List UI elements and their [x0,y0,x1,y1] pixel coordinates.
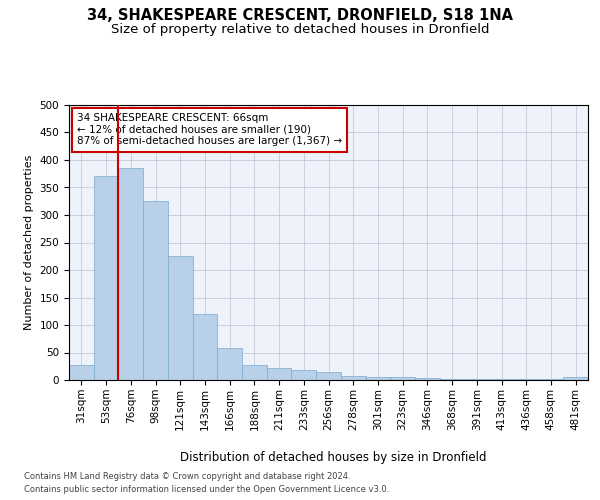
Bar [267,368,292,380]
Text: 34, SHAKESPEARE CRESCENT, DRONFIELD, S18 1NA: 34, SHAKESPEARE CRESCENT, DRONFIELD, S18… [87,8,513,22]
Bar [94,176,118,380]
Text: 34 SHAKESPEARE CRESCENT: 66sqm
← 12% of detached houses are smaller (190)
87% of: 34 SHAKESPEARE CRESCENT: 66sqm ← 12% of … [77,114,342,146]
Bar [193,314,217,380]
Text: Size of property relative to detached houses in Dronfield: Size of property relative to detached ho… [111,22,489,36]
Bar [341,376,365,380]
Bar [292,370,316,380]
Bar [316,372,341,380]
Text: Contains HM Land Registry data © Crown copyright and database right 2024.: Contains HM Land Registry data © Crown c… [24,472,350,481]
Bar [69,365,94,380]
Bar [217,348,242,380]
Bar [242,365,267,380]
Bar [415,378,440,380]
Bar [365,377,390,380]
Text: Distribution of detached houses by size in Dronfield: Distribution of detached houses by size … [180,451,486,464]
Bar [563,377,588,380]
Text: Contains public sector information licensed under the Open Government Licence v3: Contains public sector information licen… [24,485,389,494]
Y-axis label: Number of detached properties: Number of detached properties [24,155,34,330]
Bar [118,168,143,380]
Bar [143,201,168,380]
Bar [390,377,415,380]
Bar [168,256,193,380]
